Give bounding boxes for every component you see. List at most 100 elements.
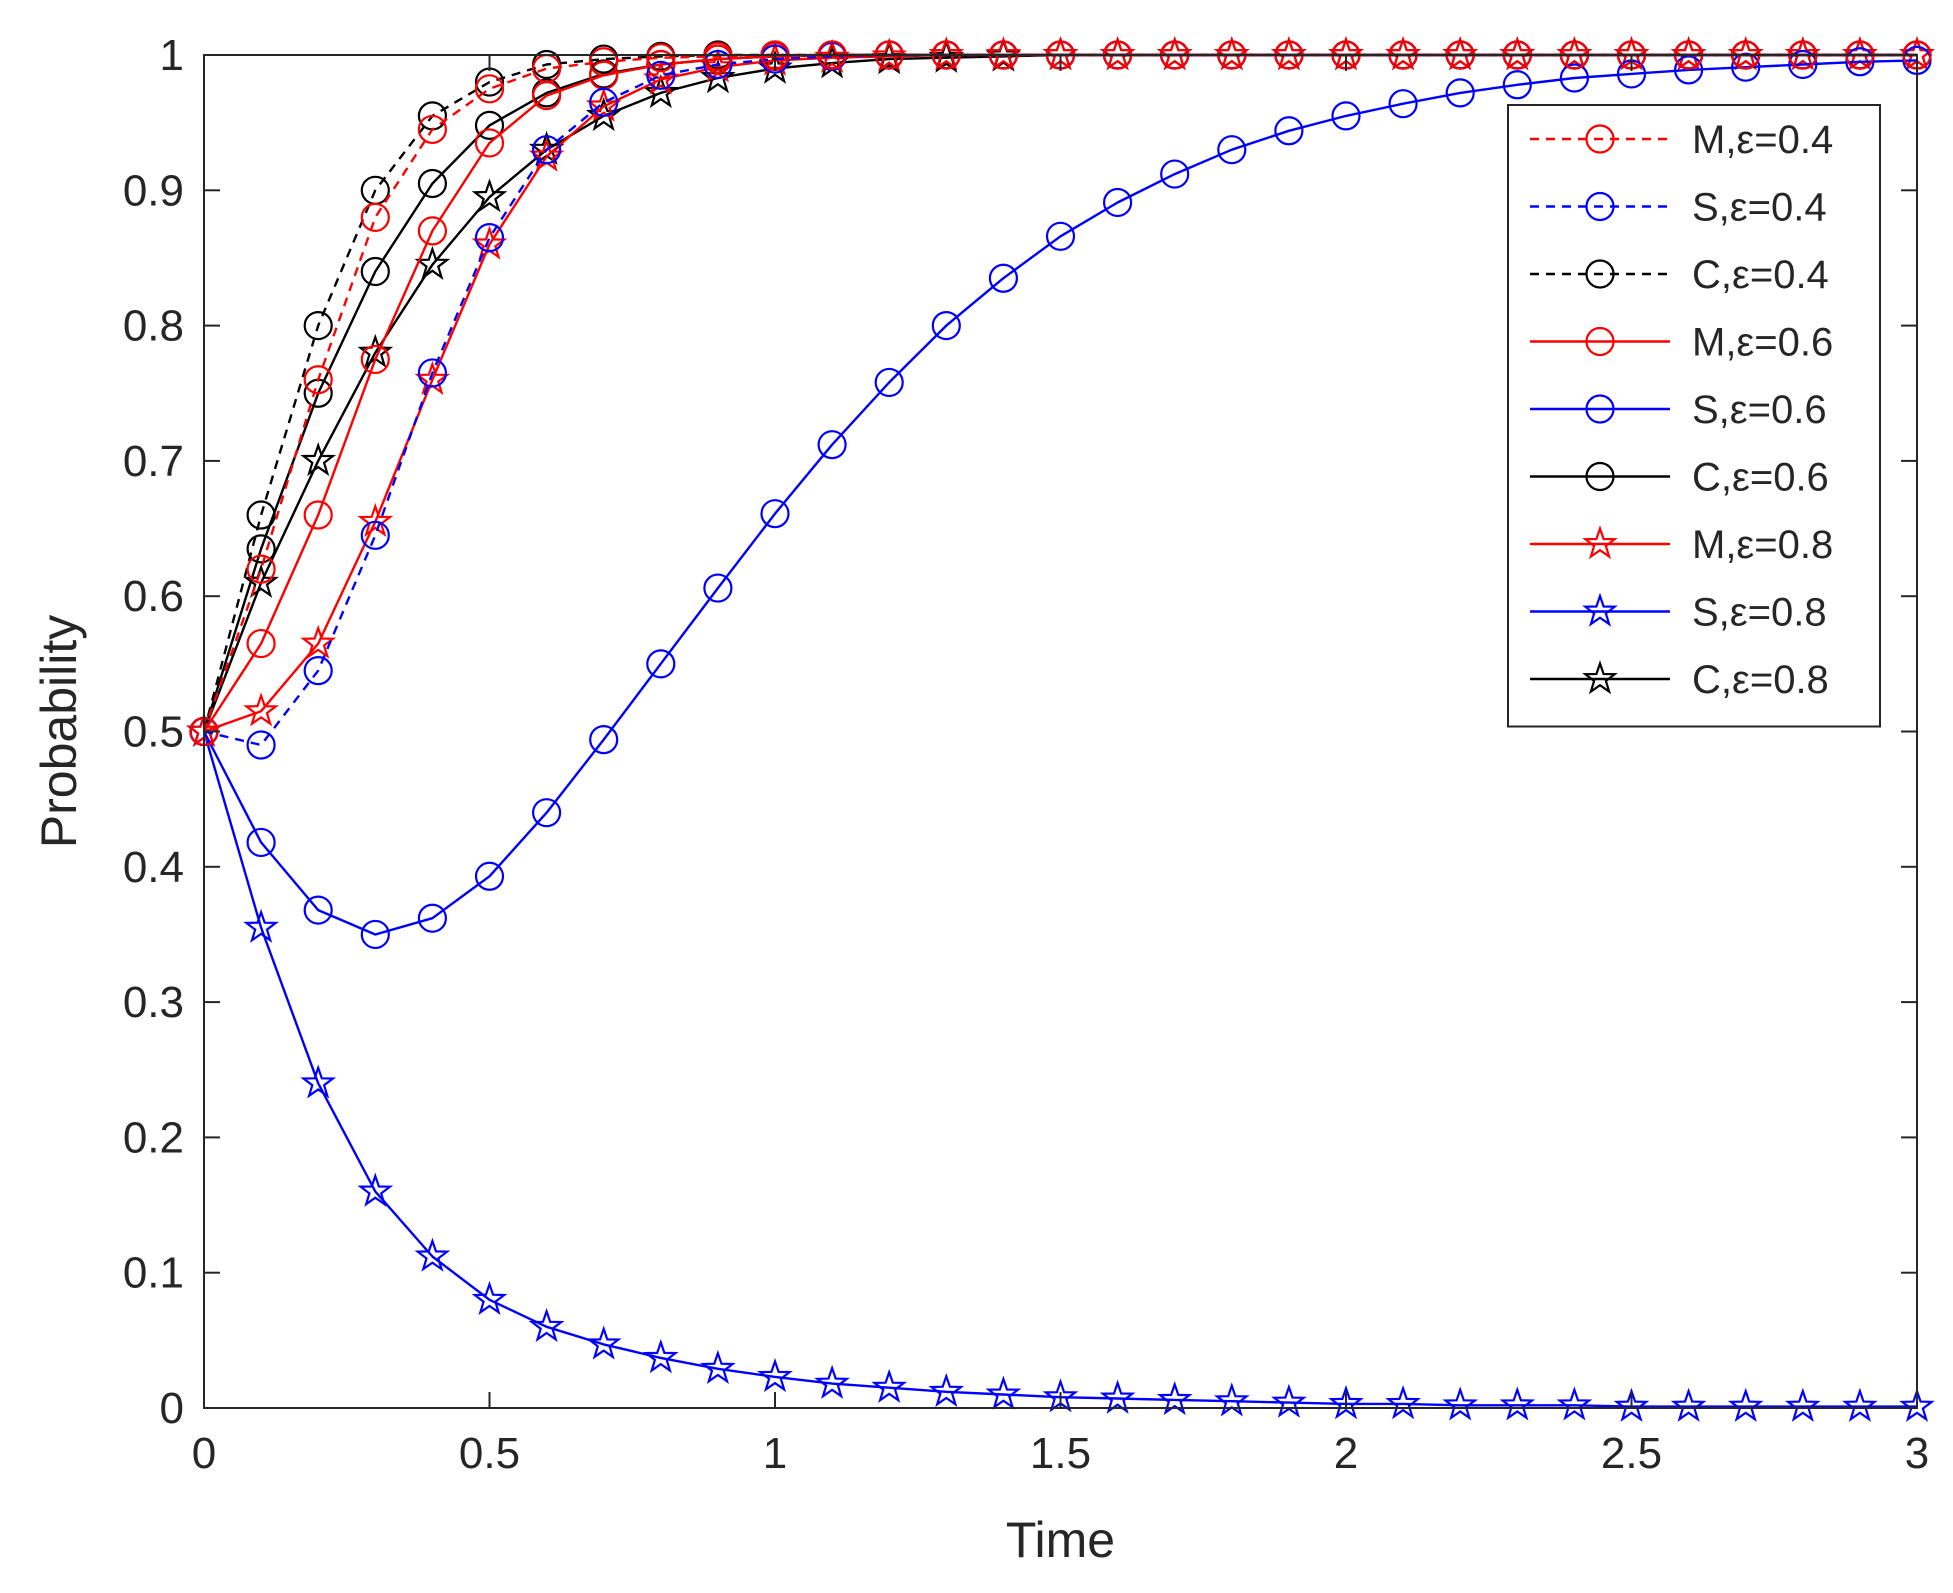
series-marker: [303, 656, 333, 686]
series-marker: [1731, 52, 1761, 82]
series-marker: [928, 36, 965, 71]
x-tick-label: 1: [763, 1429, 787, 1478]
legend-entry-4: M,ε=0.6: [1530, 321, 1833, 365]
series-marker: [1502, 70, 1532, 100]
y-tick-label: 0.6: [123, 572, 184, 621]
x-axis-title: Time: [1006, 1512, 1115, 1568]
series-marker: [1331, 101, 1361, 131]
legend-marker: [1582, 592, 1618, 627]
series-marker: [474, 110, 505, 140]
series-marker: [1899, 1387, 1935, 1422]
series-marker: [1442, 36, 1479, 71]
legend-entry-1: M,ε=0.4: [1530, 118, 1833, 162]
series-marker: [646, 649, 676, 679]
series-marker: [642, 60, 679, 95]
series-marker: [1274, 116, 1304, 146]
series-marker: [474, 128, 505, 158]
series-marker: [357, 502, 394, 537]
series-marker: [1156, 36, 1193, 71]
series-marker: [243, 908, 279, 943]
series-marker: [528, 1307, 565, 1343]
series-marker: [1213, 36, 1250, 71]
series-marker: [1670, 1387, 1707, 1422]
legend-label: C,ε=0.4: [1692, 253, 1829, 297]
series-marker: [871, 1368, 908, 1403]
series-marker: [303, 311, 333, 341]
series-marker: [300, 1064, 337, 1099]
series-marker: [1559, 63, 1590, 93]
legend-entry-7: M,ε=0.8: [1530, 523, 1833, 567]
series-marker: [1784, 36, 1821, 71]
series-marker: [474, 74, 505, 104]
series-marker: [1388, 89, 1418, 119]
series-marker: [417, 168, 447, 199]
series-marker: [1442, 1386, 1479, 1421]
series-marker: [1670, 36, 1707, 71]
series-marker: [1556, 1386, 1593, 1421]
legend-entry-5: S,ε=0.6: [1530, 388, 1827, 432]
series-marker: [360, 344, 390, 375]
series-marker: [928, 1372, 965, 1407]
series-marker: [985, 36, 1022, 71]
legend-label: S,ε=0.4: [1692, 186, 1827, 230]
series-marker: [814, 1364, 850, 1399]
series-marker: [642, 1339, 679, 1374]
series-marker: [1845, 47, 1875, 77]
series-marker: [585, 1325, 622, 1360]
y-tick-label: 0.8: [123, 302, 184, 351]
legend-label: C,ε=0.6: [1692, 456, 1829, 500]
series-marker: [1499, 1386, 1536, 1421]
series-marker: [589, 47, 619, 77]
series-marker: [1217, 135, 1247, 165]
series-marker: [1385, 1385, 1421, 1420]
series-marker: [589, 87, 619, 117]
series-marker: [703, 41, 733, 71]
series-marker: [760, 499, 790, 529]
series-marker: [1727, 1387, 1764, 1422]
legend-label: S,ε=0.6: [1692, 388, 1827, 432]
series-marker: [988, 263, 1019, 293]
legend-marker: [1582, 525, 1618, 560]
series-marker: [417, 903, 447, 933]
legend-entry-8: S,ε=0.8: [1530, 591, 1827, 635]
series-marker: [985, 1375, 1022, 1410]
series-marker: [246, 554, 276, 584]
x-tick-label: 3: [1905, 1429, 1929, 1478]
x-tick-label: 0: [192, 1429, 216, 1478]
series-marker: [300, 442, 337, 477]
legend-box: [1507, 104, 1881, 728]
series-marker: [1788, 49, 1818, 80]
legend-label: S,ε=0.8: [1692, 591, 1827, 635]
series-marker: [1045, 221, 1076, 251]
series-marker: [246, 827, 276, 858]
series-marker: [300, 624, 337, 659]
series-marker: [414, 1237, 451, 1272]
legend-entry-9: C,ε=0.8: [1530, 658, 1829, 702]
series-marker: [1556, 36, 1593, 71]
legend-label: M,ε=0.4: [1692, 118, 1833, 162]
legend-marker: [1585, 394, 1615, 424]
series-marker: [1727, 36, 1764, 71]
series-marker: [646, 43, 676, 73]
series-marker: [1328, 1385, 1364, 1420]
legend-marker: [1585, 326, 1615, 357]
series-marker: [1673, 55, 1704, 85]
axes-layer: 0 0.5 1 1.5 2 2.5 3 0 0.1 0.2 0.3 0.4 0.5 0.6 0.7 0.8 0.…: [123, 31, 1929, 1478]
series-line: [202, 59, 1918, 936]
legend-label: M,ε=0.8: [1692, 523, 1833, 567]
series-5: [189, 45, 1932, 950]
y-tick-label: 0.3: [123, 978, 184, 1027]
series-marker: [817, 430, 847, 460]
legend-label: C,ε=0.8: [1692, 658, 1829, 702]
legend-label: M,ε=0.6: [1692, 321, 1833, 365]
series-marker: [585, 87, 622, 122]
x-tick-label: 2: [1334, 1429, 1358, 1478]
series-marker: [874, 367, 904, 398]
x-tick-label: 2.5: [1601, 1429, 1662, 1478]
series-marker: [417, 216, 447, 246]
series-marker: [814, 38, 850, 73]
series-marker: [417, 358, 447, 388]
series-marker: [1099, 1379, 1136, 1414]
series-marker: [1842, 1387, 1878, 1422]
series-marker: [757, 1358, 793, 1393]
